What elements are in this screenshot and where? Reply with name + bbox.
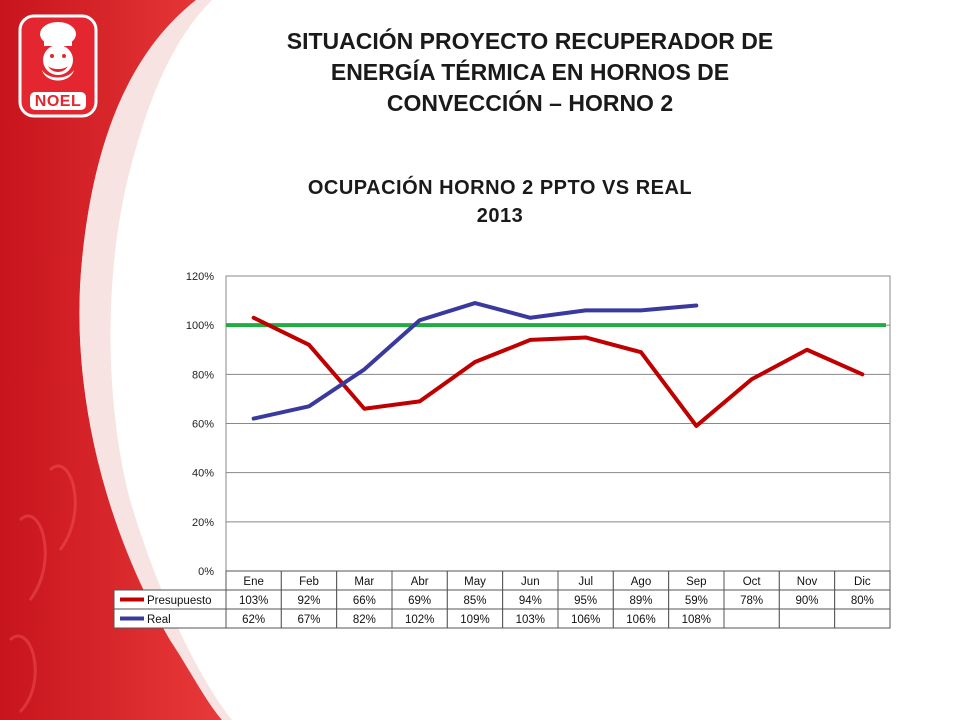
noel-logo: NOEL xyxy=(16,14,100,122)
x-tick-label: Nov xyxy=(797,576,818,588)
data-point xyxy=(860,372,864,376)
logo-text: NOEL xyxy=(34,93,82,110)
data-point xyxy=(307,343,311,347)
data-point xyxy=(584,335,588,339)
legend-label: Presupuesto xyxy=(147,595,212,607)
slide-title-line3: CONVECCIÓN – HORNO 2 xyxy=(386,90,674,116)
x-tick-label: Abr xyxy=(411,576,429,588)
data-label: 92% xyxy=(297,595,320,607)
data-point xyxy=(473,301,477,305)
swoosh-highlight xyxy=(79,0,232,720)
data-point xyxy=(473,360,477,364)
y-axis: 0% 20% 40% 60% 80% 100% 120% xyxy=(186,271,214,578)
x-tick-label: Ene xyxy=(243,576,263,588)
x-tick-label: Ago xyxy=(631,576,651,588)
wheat-decoration xyxy=(8,464,77,714)
table-cell xyxy=(834,608,891,629)
data-label: 66% xyxy=(353,595,376,607)
data-point xyxy=(418,318,422,322)
table-cell xyxy=(723,608,780,629)
data-point xyxy=(528,338,532,342)
data-label: 108% xyxy=(682,614,711,626)
data-label: 94% xyxy=(519,595,542,607)
slide-title: SITUACIÓN PROYECTO RECUPERADOR DE ENERGÍ… xyxy=(210,26,850,119)
y-tick-label: 40% xyxy=(192,468,214,480)
data-point xyxy=(750,377,754,381)
table-cell xyxy=(778,608,836,629)
x-tick-label: Jul xyxy=(578,576,593,588)
y-tick-label: 80% xyxy=(192,369,214,381)
x-tick-label: Mar xyxy=(354,576,374,588)
data-label: 103% xyxy=(516,614,545,626)
data-point xyxy=(528,316,532,320)
y-tick-label: 0% xyxy=(198,566,214,578)
data-point xyxy=(252,316,256,320)
x-tick-label: May xyxy=(464,576,486,588)
y-tick-label: 20% xyxy=(192,517,214,529)
data-label: 106% xyxy=(626,614,655,626)
slide-title-line2: ENERGÍA TÉRMICA EN HORNOS DE xyxy=(330,59,730,85)
red-swoosh xyxy=(0,0,222,720)
x-tick-label: Oct xyxy=(743,576,762,588)
chart-title: OCUPACIÓN HORNO 2 PPTO VS REAL 2013 xyxy=(230,174,770,230)
data-label: 95% xyxy=(574,595,597,607)
x-tick-label: Dic xyxy=(854,576,871,588)
chart-series xyxy=(226,301,886,428)
y-tick-label: 120% xyxy=(186,271,214,283)
data-point xyxy=(252,417,256,421)
data-label: 78% xyxy=(740,595,763,607)
data-label: 85% xyxy=(463,595,486,607)
chef-mascot-icon xyxy=(18,14,98,118)
data-label: 109% xyxy=(460,614,489,626)
data-point xyxy=(805,348,809,352)
chart-title-line2: 2013 xyxy=(476,205,524,227)
data-point xyxy=(694,424,698,428)
data-label: 102% xyxy=(405,614,434,626)
x-tick-label: Jun xyxy=(521,576,540,588)
data-label: 90% xyxy=(795,595,818,607)
data-label: 67% xyxy=(297,614,320,626)
data-label: 82% xyxy=(353,614,376,626)
data-point xyxy=(362,367,366,371)
data-label: 106% xyxy=(571,614,600,626)
data-label: 62% xyxy=(242,614,265,626)
data-label: 59% xyxy=(685,595,708,607)
x-tick-label: Feb xyxy=(299,576,319,588)
data-point xyxy=(362,407,366,411)
data-point xyxy=(639,350,643,354)
data-point xyxy=(418,399,422,403)
y-tick-label: 100% xyxy=(186,320,214,332)
data-label: 69% xyxy=(408,595,431,607)
data-point xyxy=(639,308,643,312)
data-point xyxy=(307,404,311,408)
data-label: 89% xyxy=(629,595,652,607)
data-label: 103% xyxy=(239,595,268,607)
chart-gridlines xyxy=(225,275,891,572)
data-label: 80% xyxy=(851,595,874,607)
legend-label: Real xyxy=(147,614,171,626)
chart-title-line1: OCUPACIÓN HORNO 2 PPTO VS REAL xyxy=(307,177,693,199)
series-line-presupuesto xyxy=(251,315,865,428)
data-table: Ene Feb Mar Abr May Jun Jul Ago Sep Oct Nov Dic Pres… xyxy=(113,570,891,629)
data-point xyxy=(584,308,588,312)
x-tick-label: Sep xyxy=(686,576,706,588)
y-tick-label: 60% xyxy=(192,419,214,431)
data-point xyxy=(694,304,698,307)
slide-title-line1: SITUACIÓN PROYECTO RECUPERADOR DE xyxy=(286,28,774,54)
